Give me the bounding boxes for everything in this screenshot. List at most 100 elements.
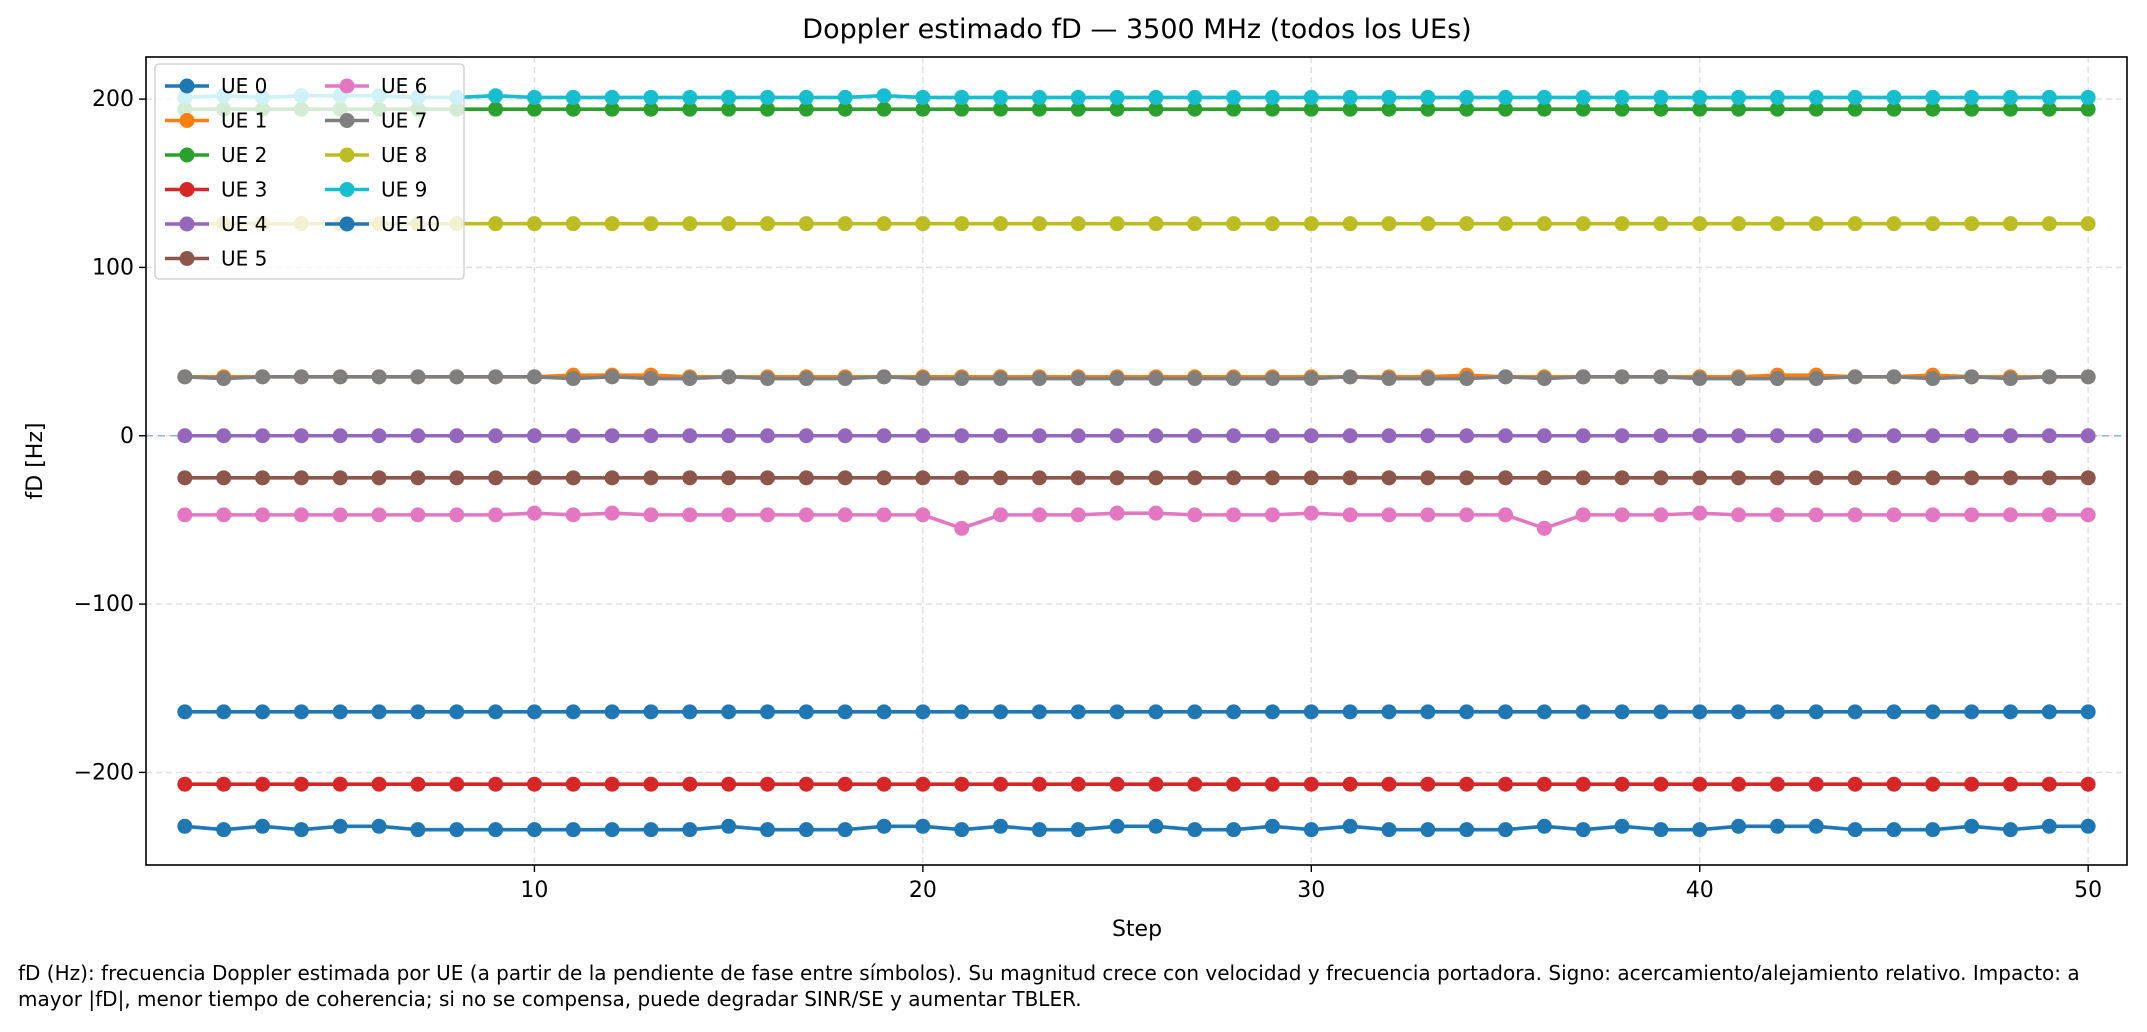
data-point bbox=[1964, 101, 1980, 117]
data-point bbox=[293, 369, 309, 385]
legend-item: UE 2 bbox=[165, 143, 267, 167]
data-point bbox=[1303, 101, 1319, 117]
data-point bbox=[216, 822, 232, 838]
data-point bbox=[1264, 216, 1280, 232]
data-point bbox=[1381, 470, 1397, 486]
data-point bbox=[1381, 101, 1397, 117]
series-ue-0 bbox=[177, 818, 2096, 838]
data-point bbox=[1264, 101, 1280, 117]
data-point bbox=[1187, 371, 1203, 387]
figure-caption: fD (Hz): frecuencia Doppler estimada por… bbox=[18, 961, 2080, 1011]
data-point bbox=[1536, 89, 1552, 105]
data-point bbox=[1925, 507, 1941, 523]
data-point bbox=[682, 371, 698, 387]
data-point bbox=[1536, 776, 1552, 792]
data-point bbox=[255, 428, 271, 444]
data-point bbox=[1420, 470, 1436, 486]
data-point bbox=[1109, 428, 1125, 444]
data-point bbox=[565, 89, 581, 105]
data-point bbox=[1148, 776, 1164, 792]
data-point bbox=[1886, 428, 1902, 444]
data-point bbox=[1886, 470, 1902, 486]
data-point bbox=[1847, 216, 1863, 232]
data-point bbox=[915, 818, 931, 834]
data-point bbox=[1264, 776, 1280, 792]
series-ue-7 bbox=[177, 369, 2096, 387]
data-point bbox=[2041, 776, 2057, 792]
data-point bbox=[1692, 776, 1708, 792]
data-point bbox=[1187, 704, 1203, 720]
data-point bbox=[1614, 216, 1630, 232]
legend-label: UE 2 bbox=[221, 143, 267, 167]
data-point bbox=[682, 704, 698, 720]
data-point bbox=[1187, 101, 1203, 117]
data-point bbox=[759, 371, 775, 387]
data-point bbox=[371, 818, 387, 834]
data-point bbox=[954, 101, 970, 117]
data-point bbox=[1031, 371, 1047, 387]
data-point bbox=[1303, 505, 1319, 521]
data-point bbox=[1226, 704, 1242, 720]
data-point bbox=[876, 216, 892, 232]
series-line bbox=[184, 375, 2089, 381]
data-point bbox=[954, 822, 970, 838]
data-point bbox=[876, 88, 892, 104]
data-point bbox=[798, 822, 814, 838]
data-point bbox=[1769, 216, 1785, 232]
data-point bbox=[1303, 89, 1319, 105]
data-point bbox=[488, 369, 504, 385]
data-point bbox=[1031, 428, 1047, 444]
data-point bbox=[1536, 101, 1552, 117]
data-point bbox=[332, 818, 348, 834]
legend-item: UE 7 bbox=[325, 109, 427, 133]
data-point bbox=[1808, 89, 1824, 105]
data-point bbox=[1420, 101, 1436, 117]
data-point bbox=[1303, 704, 1319, 720]
data-point bbox=[682, 822, 698, 838]
data-point bbox=[798, 101, 814, 117]
data-point bbox=[1769, 818, 1785, 834]
data-point bbox=[2041, 216, 2057, 232]
data-point bbox=[371, 369, 387, 385]
data-point bbox=[488, 101, 504, 117]
data-point bbox=[565, 470, 581, 486]
data-point bbox=[177, 704, 193, 720]
data-point bbox=[449, 822, 465, 838]
data-point bbox=[410, 704, 426, 720]
data-point bbox=[1614, 428, 1630, 444]
data-point bbox=[721, 776, 737, 792]
data-point bbox=[1303, 822, 1319, 838]
data-point bbox=[643, 371, 659, 387]
data-point bbox=[177, 507, 193, 523]
series-line bbox=[184, 93, 2089, 100]
data-point bbox=[1847, 89, 1863, 105]
data-point bbox=[1264, 371, 1280, 387]
x-tick-label: 20 bbox=[909, 878, 937, 903]
data-point bbox=[798, 704, 814, 720]
legend-label: UE 10 bbox=[381, 212, 440, 236]
data-point bbox=[1187, 822, 1203, 838]
data-point bbox=[449, 776, 465, 792]
data-point bbox=[1731, 101, 1747, 117]
legend-swatch-marker bbox=[179, 147, 195, 163]
data-point bbox=[565, 704, 581, 720]
data-point bbox=[1070, 776, 1086, 792]
data-point bbox=[1575, 470, 1591, 486]
data-point bbox=[1303, 776, 1319, 792]
data-point bbox=[1070, 101, 1086, 117]
data-point bbox=[1614, 369, 1630, 385]
data-point bbox=[2080, 704, 2096, 720]
data-point bbox=[2002, 216, 2018, 232]
data-point bbox=[993, 89, 1009, 105]
data-point bbox=[410, 369, 426, 385]
data-point bbox=[604, 776, 620, 792]
data-point bbox=[1264, 89, 1280, 105]
data-point bbox=[954, 371, 970, 387]
data-point bbox=[682, 776, 698, 792]
data-point bbox=[1031, 470, 1047, 486]
data-point bbox=[293, 776, 309, 792]
data-point bbox=[526, 369, 542, 385]
data-point bbox=[2080, 470, 2096, 486]
data-point bbox=[1031, 216, 1047, 232]
data-point bbox=[915, 704, 931, 720]
